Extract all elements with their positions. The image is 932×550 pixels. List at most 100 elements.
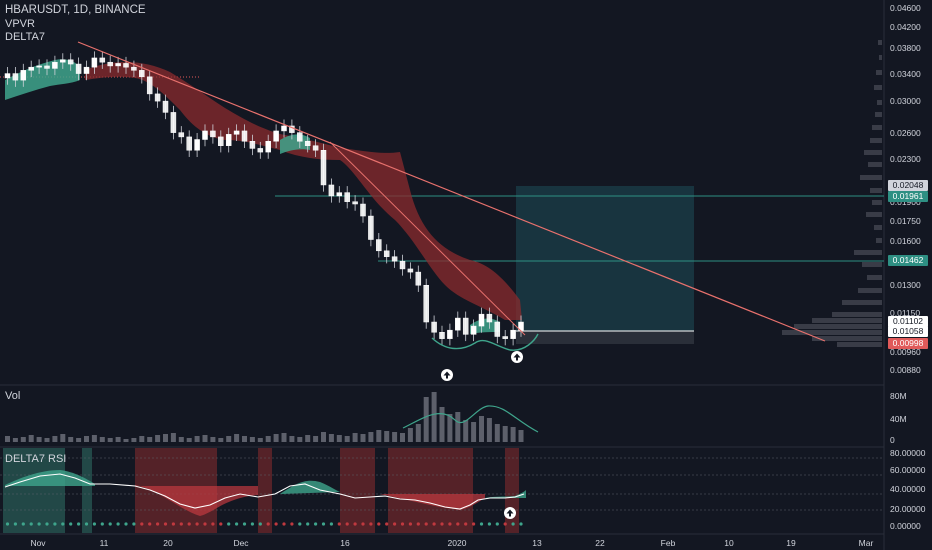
vpvr-bar — [874, 225, 882, 230]
rsi-dot — [148, 522, 152, 526]
candle-body — [178, 132, 185, 138]
volume-bar — [234, 434, 240, 442]
candle-body — [4, 73, 11, 79]
rsi-line — [4, 473, 525, 510]
volume-bar — [328, 434, 334, 442]
vpvr-bar — [837, 342, 882, 347]
candle-body — [154, 93, 161, 102]
rsi-dot — [416, 522, 420, 526]
volume-bar — [147, 437, 153, 442]
rsi-bear-area — [135, 485, 258, 516]
rsi-dot — [345, 522, 349, 526]
volume-bar — [447, 414, 453, 442]
bull-cloud — [5, 59, 80, 100]
candle-body — [281, 125, 287, 132]
volume-bar — [321, 432, 326, 442]
volume-bar — [431, 392, 437, 442]
volume-bar — [139, 436, 145, 442]
indicator-vpvr[interactable]: VPVR — [5, 18, 35, 30]
volume-bar — [265, 436, 271, 442]
volume-bar — [115, 437, 121, 442]
candle-body — [225, 134, 232, 146]
volume-bar — [178, 437, 184, 442]
volume-bar — [210, 437, 216, 442]
vpvr-bar — [782, 330, 882, 335]
rsi-dot — [5, 522, 10, 526]
rsi-dot — [329, 522, 333, 526]
price-tag: 0.01058 — [888, 326, 928, 337]
rsi-dot — [369, 522, 373, 526]
rsi-green-bands — [3, 448, 92, 533]
candle-body — [510, 329, 516, 339]
volume-bar — [313, 436, 319, 442]
rsi-dot — [503, 522, 507, 526]
rsi-dot — [479, 522, 484, 526]
rsi-dot — [298, 522, 302, 526]
volume-bar — [257, 438, 263, 442]
candle-body — [486, 313, 493, 323]
vpvr-bar — [872, 200, 882, 205]
vpvr-bar — [866, 212, 882, 217]
rsi-dot — [385, 522, 389, 526]
chart-title[interactable]: HBARUSDT, 1D, BINANCE — [5, 4, 146, 16]
rsi-dot — [171, 522, 175, 526]
x-tick: Nov — [30, 538, 46, 548]
volume-bar — [60, 434, 66, 442]
vpvr-histogram — [782, 40, 882, 347]
rsi-dot — [140, 522, 144, 526]
indicator-delta7[interactable]: DELTA7 — [5, 31, 45, 43]
rsi-tick: 80.00000 — [890, 448, 926, 458]
volume-bar — [281, 433, 287, 442]
vpvr-bar — [870, 188, 882, 193]
vpvr-bar — [832, 312, 882, 317]
volume-bar — [392, 432, 398, 442]
downtrend-line-short[interactable] — [329, 141, 526, 336]
bull-cloud-3 — [470, 318, 500, 334]
price-tag: 0.02048 — [888, 180, 928, 191]
candle-body — [431, 321, 437, 333]
rsi-dot — [290, 522, 294, 526]
rsi-dot — [21, 522, 25, 526]
rsi-dot — [84, 522, 89, 526]
volume-bar — [423, 397, 429, 442]
volume-bar — [107, 438, 113, 442]
volume-bar — [131, 438, 137, 442]
downtrend-line-long[interactable] — [77, 41, 826, 342]
candle-body — [83, 66, 90, 74]
rsi-dot — [187, 522, 191, 526]
price-tag: 0.01462 — [888, 255, 928, 266]
volume-bar — [494, 424, 500, 442]
volume-bar — [407, 428, 413, 442]
rsi-dot — [108, 522, 112, 526]
rsi-dot — [440, 522, 444, 526]
rsi-pane-title[interactable]: DELTA7 RSI — [5, 453, 67, 465]
candle-body — [478, 313, 485, 327]
candle-body — [462, 317, 469, 335]
vpvr-bar — [879, 55, 882, 60]
candle-body — [115, 63, 121, 67]
volume-bar — [305, 435, 311, 442]
vpvr-bar — [876, 238, 882, 243]
rsi-dot — [219, 522, 223, 526]
vol-tick: 40M — [890, 414, 907, 424]
rsi-dot — [258, 522, 262, 526]
rsi-dot — [77, 522, 81, 526]
volume-bar — [123, 439, 129, 442]
vpvr-bar — [877, 100, 882, 105]
vpvr-bar — [872, 125, 882, 130]
volume-bar — [36, 437, 42, 442]
volume-pane-title[interactable]: Vol — [5, 390, 21, 402]
candle-body — [44, 65, 50, 69]
candle-body — [407, 268, 414, 273]
rsi-dot — [100, 522, 104, 526]
vpvr-bar — [868, 162, 882, 167]
candle-body — [36, 65, 42, 68]
x-tick: 16 — [340, 538, 350, 548]
candle-body — [186, 136, 192, 151]
arrow-up-icon — [504, 507, 516, 519]
x-tick: 11 — [99, 538, 109, 548]
vpvr-bar — [812, 336, 882, 341]
x-tick: 19 — [786, 538, 796, 548]
volume-bar — [510, 427, 516, 442]
